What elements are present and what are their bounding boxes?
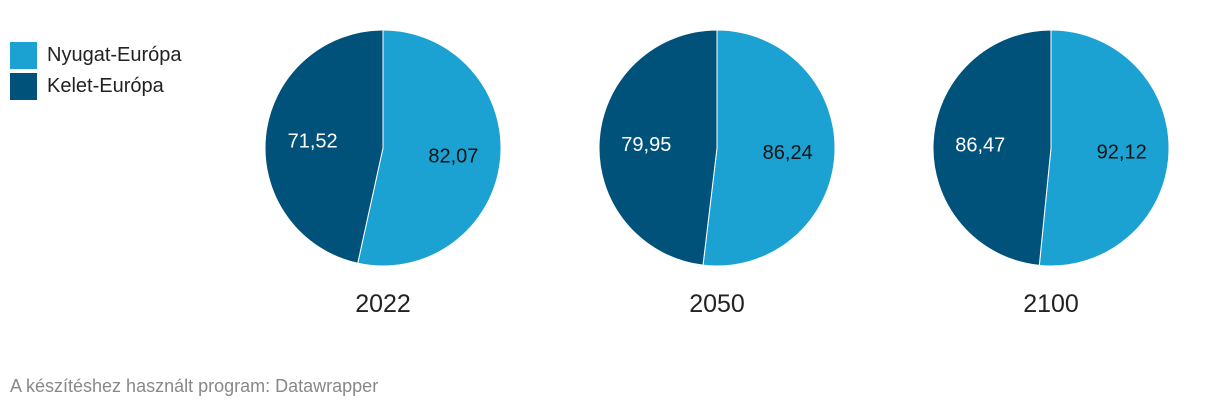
pie-data-label: 82,07 xyxy=(428,146,478,168)
legend-item-nyugat: Nyugat-Európa xyxy=(10,40,182,71)
pie-slice-2050-kelet xyxy=(598,29,718,266)
pie-data-label: 79,95 xyxy=(621,134,671,156)
pie-slice-2100-kelet xyxy=(932,29,1052,266)
pie-2050: 86,24 79,95 2050 xyxy=(598,29,836,318)
legend-label-kelet: Kelet-Európa xyxy=(47,75,164,97)
pie-title: 2100 xyxy=(1023,290,1079,318)
legend-swatch-nyugat xyxy=(10,42,37,69)
pie-slice-2022-nyugat xyxy=(357,29,502,267)
pie-2022: 82,07 71,52 2022 xyxy=(264,29,502,318)
pie-data-label: 86,24 xyxy=(763,142,813,164)
pie-slice-2100-nyugat xyxy=(1038,29,1170,267)
legend-item-kelet: Kelet-Európa xyxy=(10,71,182,102)
legend-swatch-kelet xyxy=(10,73,37,100)
pie-data-label: 86,47 xyxy=(955,134,1005,156)
pie-title: 2050 xyxy=(689,290,745,318)
footer-credit: A készítéshez használt program: Datawrap… xyxy=(10,376,379,396)
pie-2100: 92,12 86,47 2100 xyxy=(932,29,1170,318)
pie-slice-2022-kelet xyxy=(264,29,384,264)
pie-slice-2050-nyugat xyxy=(702,29,836,267)
pie-data-label: 92,12 xyxy=(1097,142,1147,164)
legend-label-nyugat: Nyugat-Európa xyxy=(47,44,182,66)
pie-title: 2022 xyxy=(355,290,411,318)
legend: Nyugat-Európa Kelet-Európa xyxy=(10,40,182,102)
pie-data-label: 71,52 xyxy=(288,130,338,152)
